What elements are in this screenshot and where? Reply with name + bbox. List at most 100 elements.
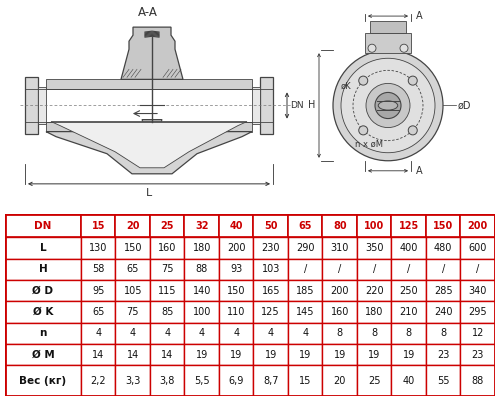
Text: 12: 12 (472, 328, 484, 338)
Bar (150, 237, 184, 259)
Text: 600: 600 (468, 243, 487, 253)
Text: 14: 14 (126, 350, 139, 360)
Text: 180: 180 (192, 243, 211, 253)
Text: 55: 55 (437, 376, 450, 386)
Bar (81, 214, 116, 237)
Bar (322, 214, 357, 237)
Bar (5, 237, 81, 259)
Bar (288, 214, 322, 237)
Bar (288, 366, 322, 396)
Bar (252, 88, 260, 124)
Bar (116, 301, 150, 323)
Text: 285: 285 (434, 286, 452, 296)
Bar (370, 21, 406, 33)
Bar (392, 344, 426, 366)
Text: 150: 150 (124, 243, 142, 253)
Bar (288, 237, 322, 259)
Text: n x øM: n x øM (355, 140, 383, 149)
Text: H: H (38, 264, 48, 274)
Text: 150: 150 (227, 286, 246, 296)
Bar (219, 323, 254, 344)
Text: 200: 200 (330, 286, 349, 296)
Text: 3,8: 3,8 (160, 376, 175, 386)
Circle shape (408, 76, 417, 85)
Text: 200: 200 (468, 221, 488, 231)
Text: 20: 20 (334, 376, 346, 386)
Text: 125: 125 (398, 221, 419, 231)
Text: 58: 58 (92, 264, 104, 274)
Bar (150, 301, 184, 323)
Bar (460, 301, 495, 323)
Text: 200: 200 (227, 243, 246, 253)
Text: 103: 103 (262, 264, 280, 274)
Text: 19: 19 (402, 350, 415, 360)
Bar (254, 280, 288, 301)
Text: øK: øK (340, 82, 351, 91)
Text: 110: 110 (227, 307, 246, 317)
Polygon shape (51, 122, 247, 168)
Text: 23: 23 (472, 350, 484, 360)
Text: 240: 240 (434, 307, 452, 317)
Bar (81, 366, 116, 396)
Bar (322, 280, 357, 301)
Bar (288, 323, 322, 344)
Bar (357, 237, 392, 259)
Bar (184, 280, 219, 301)
Bar (254, 344, 288, 366)
Bar (322, 366, 357, 396)
Text: 8: 8 (440, 328, 446, 338)
Text: 8: 8 (406, 328, 412, 338)
Text: /: / (338, 264, 342, 274)
Text: 160: 160 (330, 307, 349, 317)
Bar (322, 259, 357, 280)
Bar (357, 301, 392, 323)
Bar (254, 323, 288, 344)
Bar (116, 237, 150, 259)
Text: A-A: A-A (138, 6, 158, 19)
Bar (81, 237, 116, 259)
Circle shape (341, 58, 435, 153)
Text: 15: 15 (299, 376, 312, 386)
Text: 295: 295 (468, 307, 487, 317)
Text: 210: 210 (400, 307, 418, 317)
Bar (357, 366, 392, 396)
Text: 100: 100 (192, 307, 211, 317)
Text: 19: 19 (299, 350, 312, 360)
Text: 8: 8 (371, 328, 378, 338)
Bar (150, 214, 184, 237)
Text: Ø K: Ø K (33, 307, 53, 317)
Bar (460, 323, 495, 344)
Circle shape (400, 44, 408, 52)
Bar (116, 259, 150, 280)
Bar (219, 366, 254, 396)
Text: 400: 400 (400, 243, 418, 253)
Text: 75: 75 (126, 307, 139, 317)
Bar (184, 344, 219, 366)
Bar (322, 323, 357, 344)
Circle shape (408, 126, 417, 135)
Text: 8: 8 (336, 328, 343, 338)
Bar (426, 259, 460, 280)
Bar (184, 323, 219, 344)
Bar (116, 214, 150, 237)
Text: 25: 25 (160, 221, 174, 231)
Bar (150, 344, 184, 366)
Bar (150, 259, 184, 280)
Bar (357, 323, 392, 344)
Text: 95: 95 (92, 286, 104, 296)
Bar (219, 259, 254, 280)
Bar (460, 237, 495, 259)
Text: øD: øD (458, 100, 471, 110)
Text: 80: 80 (333, 221, 346, 231)
Text: 65: 65 (92, 307, 104, 317)
Text: 145: 145 (296, 307, 314, 317)
Text: 32: 32 (195, 221, 208, 231)
Text: 15: 15 (92, 221, 105, 231)
Bar (219, 280, 254, 301)
Bar (460, 366, 495, 396)
Text: Ø M: Ø M (32, 350, 54, 360)
Text: 65: 65 (126, 264, 139, 274)
Text: 4: 4 (130, 328, 136, 338)
Bar (288, 259, 322, 280)
Text: 19: 19 (196, 350, 208, 360)
